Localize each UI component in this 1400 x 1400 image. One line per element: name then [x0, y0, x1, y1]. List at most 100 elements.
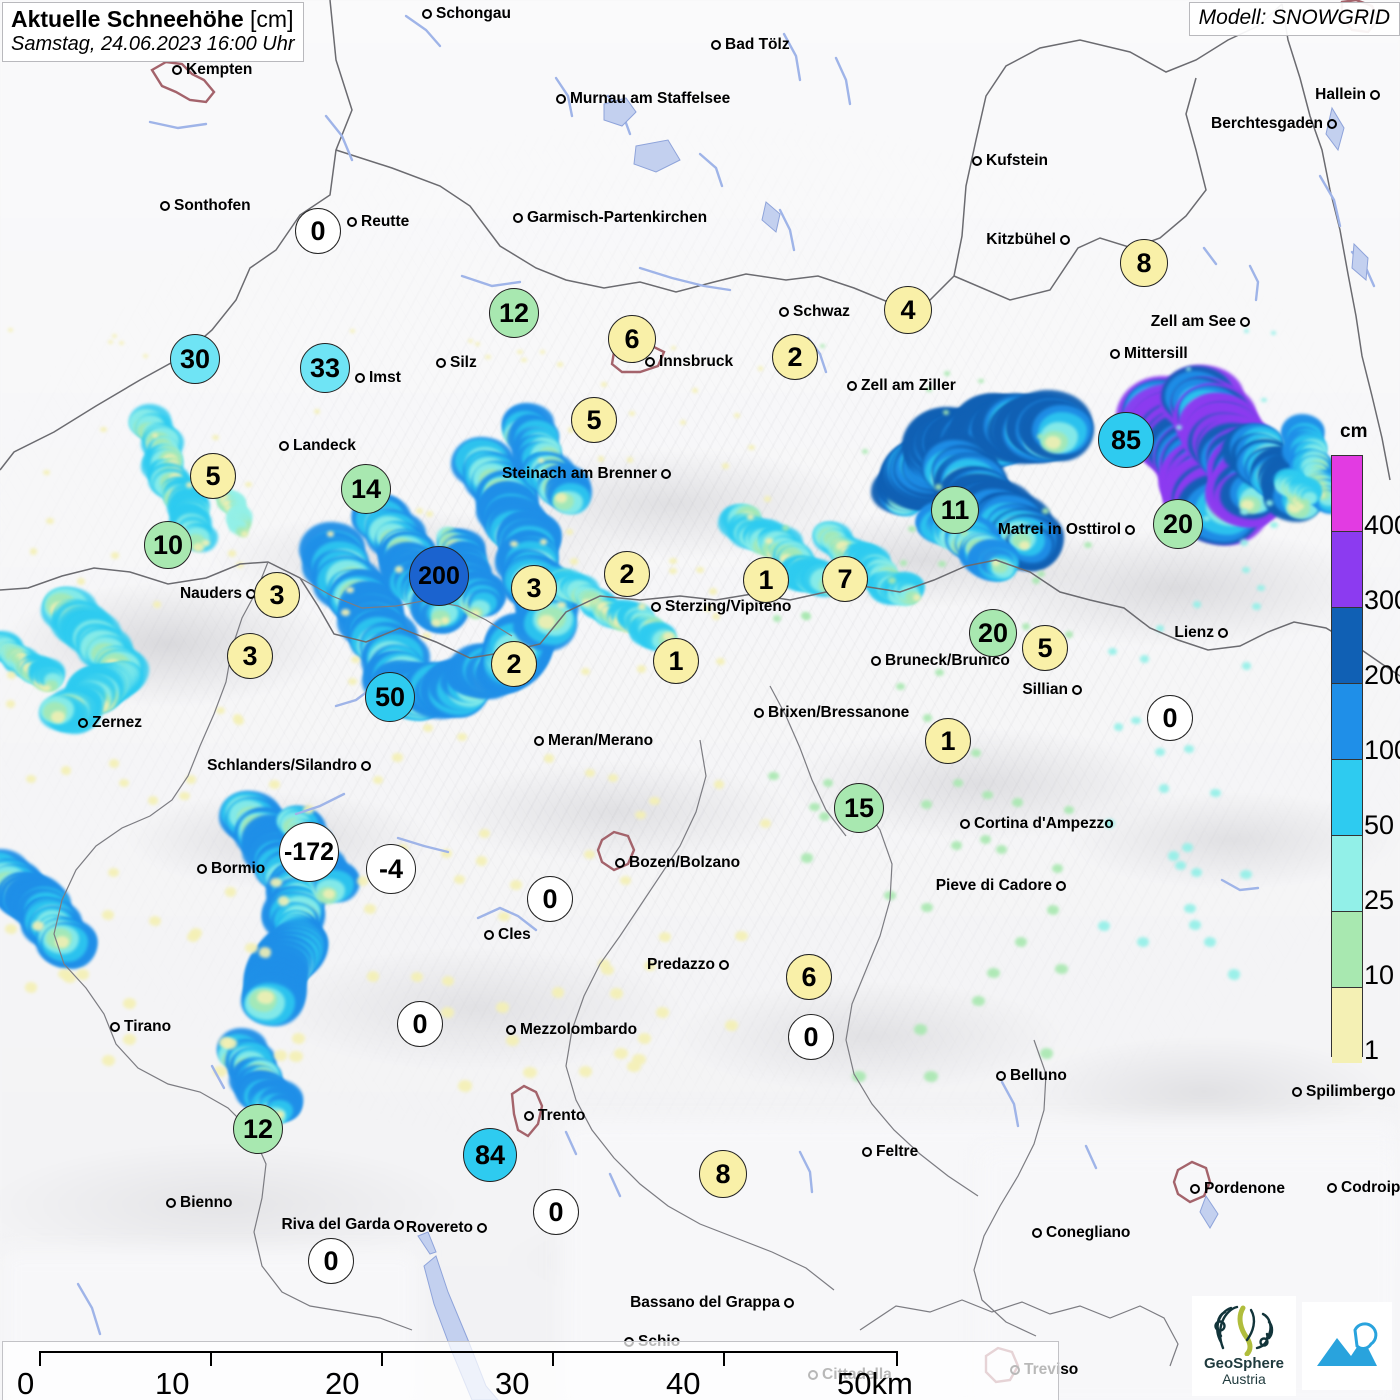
- colorbar-band-400: [1332, 456, 1362, 531]
- station-value-marker[interactable]: -4: [366, 844, 416, 894]
- city-label: Bassano del Grappa: [630, 1294, 780, 1311]
- station-value-marker[interactable]: 3: [254, 572, 300, 618]
- station-value-marker[interactable]: 0: [1147, 695, 1193, 741]
- station-value-marker[interactable]: 8: [699, 1150, 747, 1198]
- city-marker-dot: [1032, 1227, 1042, 1238]
- station-value-marker[interactable]: 5: [1022, 625, 1068, 671]
- city-label: Zell am See: [1150, 313, 1236, 330]
- colorbar-unit: cm: [1340, 421, 1368, 442]
- station-value-marker[interactable]: 0: [527, 876, 573, 922]
- city-marker: Bad Tölz: [711, 37, 790, 53]
- colorbar-tick-300: 300: [1364, 585, 1400, 615]
- station-value-marker[interactable]: 0: [788, 1014, 834, 1060]
- city-marker: Zernez: [78, 715, 142, 731]
- station-value-marker[interactable]: -172: [279, 822, 339, 882]
- city-marker: Berchtesgaden: [0, 116, 1337, 132]
- station-value-marker[interactable]: 1: [925, 718, 971, 764]
- station-value-marker[interactable]: 200: [409, 546, 469, 606]
- station-value-marker[interactable]: 2: [491, 641, 537, 687]
- city-marker: Cortina d'Ampezzo: [960, 816, 1114, 832]
- colorbar-band-50: [1332, 759, 1362, 835]
- city-marker: Trento: [524, 1108, 585, 1124]
- station-value-marker[interactable]: 8: [1120, 239, 1168, 287]
- city-marker-dot: [110, 1021, 120, 1032]
- city-marker-dot: [1327, 118, 1337, 129]
- scale-label: 0: [17, 1366, 35, 1400]
- geosphere-logo-line2: Austria: [1222, 1371, 1266, 1388]
- station-value-marker[interactable]: 50: [365, 672, 415, 722]
- station-value-marker[interactable]: 0: [295, 208, 341, 254]
- city-marker-dot: [1056, 880, 1066, 891]
- station-value-marker[interactable]: 85: [1098, 412, 1154, 468]
- station-value-marker[interactable]: 10: [144, 521, 192, 569]
- city-marker: Mezzolombardo: [506, 1022, 637, 1038]
- city-label: Garmisch-Partenkirchen: [527, 209, 708, 226]
- city-marker-dot: [1110, 348, 1120, 359]
- station-value-marker[interactable]: 0: [308, 1238, 354, 1284]
- city-marker-dot: [960, 818, 970, 829]
- station-value-marker[interactable]: 3: [227, 633, 273, 679]
- city-label: Pordenone: [1204, 1180, 1285, 1197]
- city-label: Conegliano: [1046, 1224, 1131, 1241]
- city-label: Mittersill: [1124, 345, 1188, 362]
- city-marker-dot: [1190, 1183, 1200, 1194]
- scale-label: 50km: [837, 1366, 913, 1400]
- geosphere-logo: GeoSphere Austria: [1192, 1296, 1296, 1396]
- city-marker: Steinach am Brenner: [0, 466, 671, 482]
- station-value-marker[interactable]: 2: [772, 334, 818, 380]
- city-marker: Matrei in Osttirol: [0, 522, 1135, 538]
- city-label: Zernez: [92, 714, 142, 731]
- station-value-marker[interactable]: 12: [489, 288, 539, 338]
- station-value-marker[interactable]: 0: [397, 1001, 443, 1047]
- city-label: Schongau: [436, 5, 511, 22]
- city-label: Reutte: [361, 213, 410, 230]
- city-label: Meran/Merano: [548, 732, 654, 749]
- station-value-marker[interactable]: 1: [653, 638, 699, 684]
- station-value-marker[interactable]: 1: [743, 557, 789, 603]
- station-value-marker[interactable]: 11: [931, 486, 979, 534]
- city-marker-dot: [524, 1110, 534, 1121]
- city-marker: Predazzo: [0, 957, 729, 973]
- station-value-marker[interactable]: 15: [834, 783, 884, 833]
- city-marker-dot: [166, 1197, 176, 1208]
- city-marker: Meran/Merano: [534, 733, 653, 749]
- station-value-marker[interactable]: 12: [233, 1104, 283, 1154]
- city-marker: Bassano del Grappa: [0, 1295, 794, 1311]
- city-marker: Sillian: [0, 682, 1082, 698]
- station-value-marker[interactable]: 2: [604, 551, 650, 597]
- station-value-marker[interactable]: 4: [884, 286, 932, 334]
- station-value-marker[interactable]: 14: [341, 464, 391, 514]
- station-value-marker[interactable]: 7: [822, 556, 868, 602]
- city-marker: Riva del Garda: [0, 1217, 404, 1233]
- city-marker-dot: [172, 64, 182, 75]
- colorbar-tick-25: 25: [1364, 885, 1395, 915]
- city-marker: Spilimbergo: [1292, 1084, 1396, 1100]
- city-marker-dot: [661, 468, 671, 479]
- city-marker-dot: [513, 212, 523, 223]
- colorbar-band-300: [1332, 531, 1362, 607]
- station-value-marker[interactable]: 3: [511, 565, 557, 611]
- city-label: Sonthofen: [174, 197, 251, 214]
- city-marker-dot: [436, 357, 446, 368]
- city-marker: Bruneck/Brunico: [871, 653, 1010, 669]
- station-value-marker[interactable]: 0: [533, 1189, 579, 1235]
- station-value-marker[interactable]: 5: [190, 453, 236, 499]
- station-value-marker[interactable]: 5: [571, 397, 617, 443]
- station-value-marker[interactable]: 30: [170, 334, 220, 384]
- city-marker-dot: [506, 1024, 516, 1035]
- city-marker-dot: [484, 929, 494, 940]
- title-unit: [cm]: [250, 6, 294, 32]
- station-value-marker[interactable]: 6: [608, 315, 656, 363]
- station-value-marker[interactable]: 33: [300, 343, 350, 393]
- city-marker-dot: [711, 39, 721, 50]
- city-marker: Pieve di Cadore: [0, 878, 1066, 894]
- city-label: Lienz: [1174, 624, 1214, 641]
- station-value-marker[interactable]: 84: [463, 1128, 517, 1182]
- colorbar-band-10: [1332, 911, 1362, 987]
- station-value-marker[interactable]: 20: [1153, 499, 1203, 549]
- city-label: Zell am Ziller: [861, 377, 956, 394]
- city-label: Belluno: [1010, 1067, 1067, 1084]
- station-value-marker[interactable]: 20: [969, 609, 1017, 657]
- city-marker: Reutte: [347, 214, 409, 230]
- station-value-marker[interactable]: 6: [786, 954, 832, 1000]
